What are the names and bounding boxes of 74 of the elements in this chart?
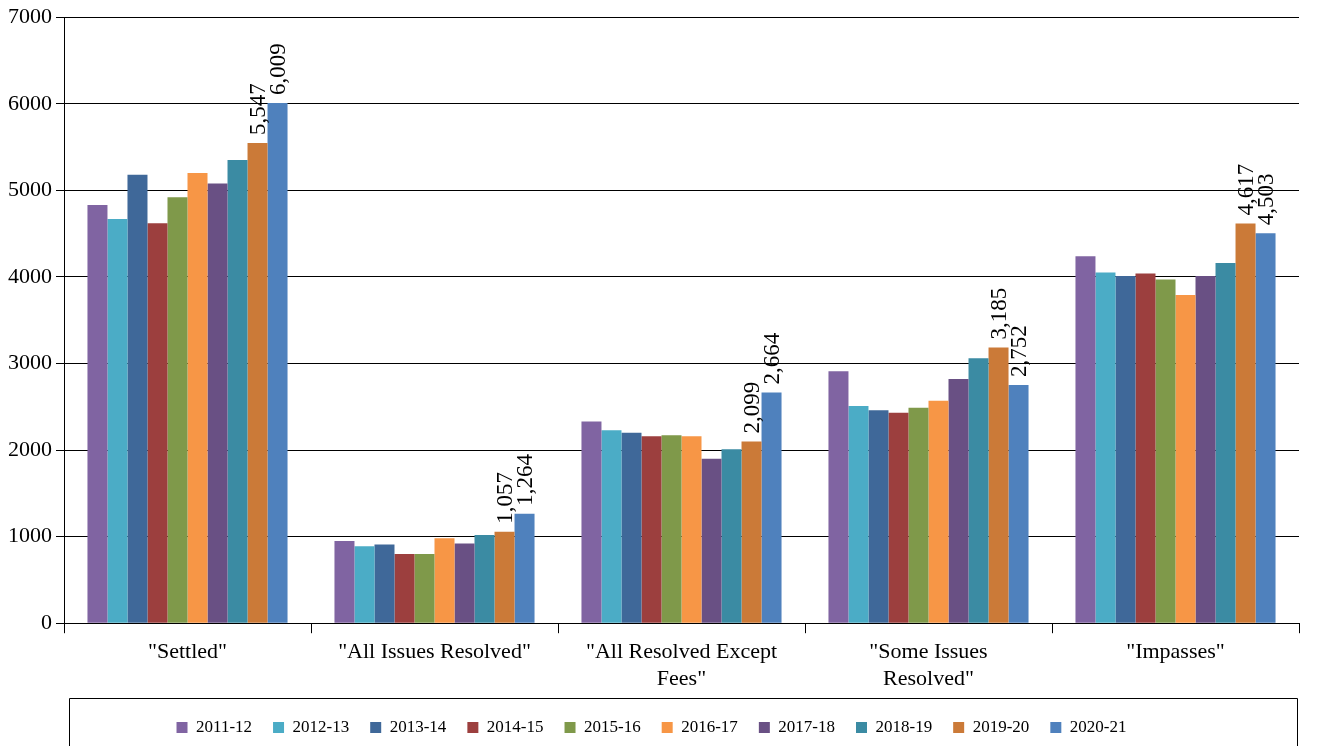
bar <box>127 174 148 623</box>
y-tick-label: 4000 <box>8 262 52 288</box>
bar <box>601 430 622 623</box>
bar <box>888 412 909 623</box>
bar <box>701 458 722 623</box>
bar <box>581 421 602 623</box>
bar <box>741 441 762 623</box>
bar <box>1135 273 1156 623</box>
bar <box>474 534 495 623</box>
bar <box>1215 263 1236 623</box>
legend-label: 2017-18 <box>778 716 836 736</box>
bar <box>374 544 395 623</box>
y-tick-label: 6000 <box>8 89 52 115</box>
bar <box>621 432 642 623</box>
y-tick-label: 1000 <box>8 522 52 548</box>
x-tick-label: "Settled" <box>147 638 228 664</box>
bar <box>1255 233 1276 623</box>
bar <box>761 392 782 623</box>
bar <box>988 347 1009 623</box>
data-label: 4,617 <box>1232 163 1258 216</box>
bar <box>968 358 989 623</box>
bar <box>454 543 475 623</box>
bar <box>908 407 929 623</box>
bar <box>721 449 742 623</box>
bar <box>87 205 108 623</box>
bar <box>1008 384 1029 623</box>
y-tick-label: 3000 <box>8 349 52 375</box>
bar <box>267 102 288 623</box>
bar <box>868 410 889 623</box>
legend-label: 2020-21 <box>1069 716 1127 736</box>
bar <box>1155 279 1176 623</box>
x-tick-label: "All Resolved Except Fees" <box>585 638 778 690</box>
bar <box>1095 272 1116 623</box>
x-tick-label: "Some Issues Resolved" <box>869 638 988 690</box>
bar <box>167 197 188 623</box>
bar <box>147 223 168 623</box>
legend-label: 2019-20 <box>972 716 1030 736</box>
bar <box>187 173 208 623</box>
bar <box>334 540 355 623</box>
legend-label: 2018-19 <box>875 716 933 736</box>
legend-label: 2015-16 <box>584 716 641 736</box>
y-tick-label: 7000 <box>8 2 52 28</box>
bar <box>848 405 869 623</box>
y-tick-label: 0 <box>41 608 52 634</box>
bar <box>227 160 248 623</box>
x-tick-label: "All Issues Resolved" <box>338 638 531 664</box>
bar <box>681 436 702 623</box>
y-tick-label: 2000 <box>8 435 52 461</box>
bar <box>247 142 268 623</box>
legend-label: 2013-14 <box>389 716 447 736</box>
bar <box>661 435 682 623</box>
bar <box>928 400 949 623</box>
bar <box>1175 295 1196 623</box>
bar <box>948 379 969 623</box>
bar <box>434 538 455 623</box>
x-tick-label: "Impasses" <box>1126 638 1225 664</box>
bar <box>1195 276 1216 623</box>
y-tick-label: 5000 <box>8 176 52 202</box>
legend-label: 2016-17 <box>681 716 739 736</box>
bar <box>414 553 435 623</box>
bar <box>207 183 228 623</box>
bar <box>641 436 662 623</box>
bar <box>107 218 128 623</box>
bar <box>1235 223 1256 623</box>
bar <box>394 553 415 623</box>
legend-label: 2012-13 <box>292 716 350 736</box>
legend-label: 2014-15 <box>486 716 544 736</box>
bar <box>514 513 535 623</box>
bar <box>354 546 375 623</box>
bar <box>1075 256 1096 623</box>
legend-label: 2011-12 <box>196 716 253 736</box>
bar <box>828 371 849 623</box>
bar <box>1115 276 1136 623</box>
bar <box>494 531 515 623</box>
